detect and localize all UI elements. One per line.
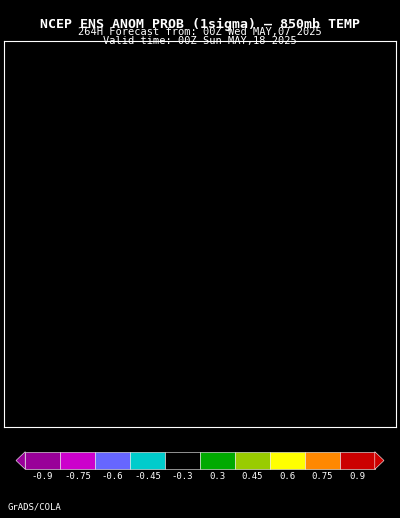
Text: Valid time: 00Z Sun MAY,18 2025: Valid time: 00Z Sun MAY,18 2025	[103, 36, 297, 46]
Text: -0.6: -0.6	[102, 471, 123, 481]
Bar	[95, 452, 130, 469]
Text: GrADS/COLA: GrADS/COLA	[8, 503, 62, 512]
Text: -0.45: -0.45	[134, 471, 161, 481]
Bar	[340, 452, 375, 469]
Text: NCEP ENS ANOM PROB (1sigma) – 850mb TEMP: NCEP ENS ANOM PROB (1sigma) – 850mb TEMP	[40, 18, 360, 31]
Text: -0.75: -0.75	[64, 471, 91, 481]
Text: 0.3: 0.3	[210, 471, 226, 481]
Polygon shape	[375, 452, 384, 469]
Bar	[165, 452, 200, 469]
Bar	[270, 452, 305, 469]
Text: 0.75: 0.75	[312, 471, 333, 481]
Bar	[305, 452, 340, 469]
Bar	[25, 452, 60, 469]
Bar	[200, 452, 235, 469]
Text: -0.3: -0.3	[172, 471, 193, 481]
Text: 0.45: 0.45	[242, 471, 263, 481]
Text: 264H Forecast from: 00Z Wed MAY,07 2025: 264H Forecast from: 00Z Wed MAY,07 2025	[78, 27, 322, 37]
Text: -0.9: -0.9	[32, 471, 54, 481]
Polygon shape	[16, 452, 25, 469]
Bar	[130, 452, 165, 469]
Text: 0.6: 0.6	[279, 471, 296, 481]
Text: 0.9: 0.9	[349, 471, 365, 481]
Bar	[235, 452, 270, 469]
Bar	[60, 452, 95, 469]
